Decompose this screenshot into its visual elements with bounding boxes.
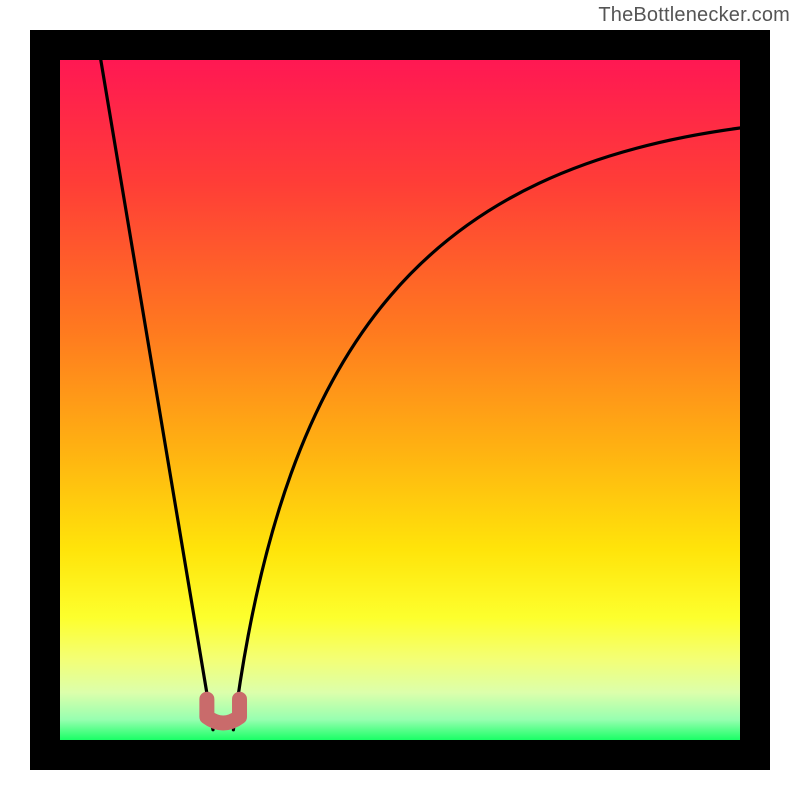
chart-gradient-background [60,60,740,740]
stage: TheBottlenecker.com [0,0,800,800]
watermark-text: TheBottlenecker.com [598,4,790,27]
bottleneck-plot [0,0,800,800]
